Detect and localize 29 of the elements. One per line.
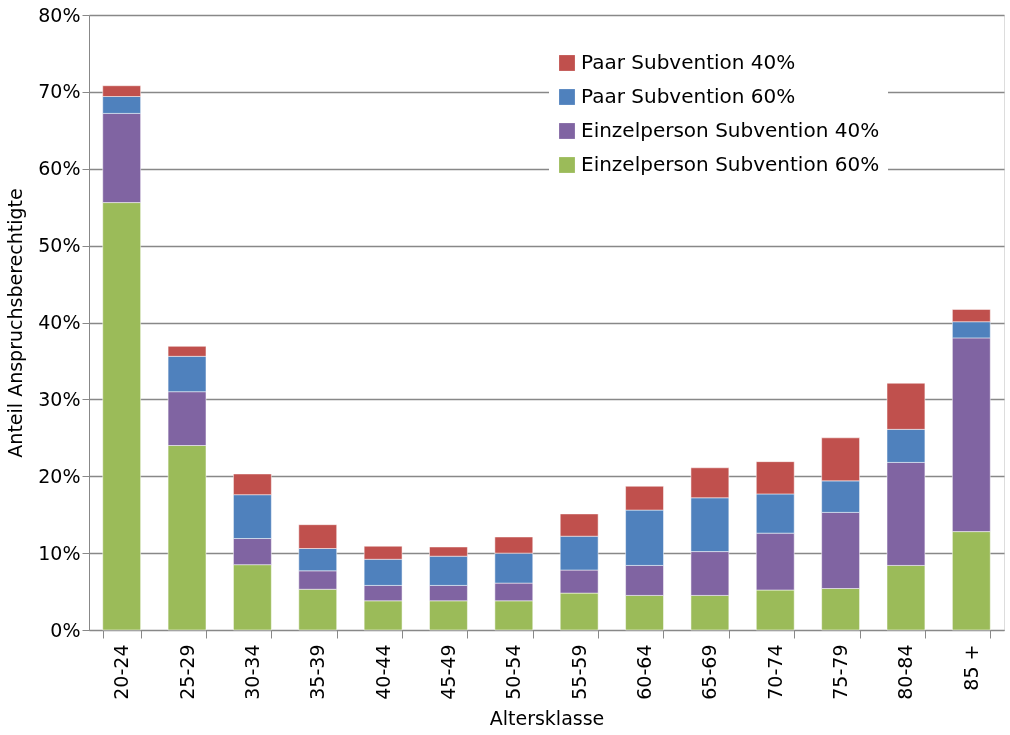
x-tick-label: 55-59 <box>567 644 590 700</box>
x-tick-label: 80-84 <box>894 644 917 700</box>
x-tick-label: 50-54 <box>502 644 525 700</box>
legend-label: Einzelperson Subvention 40% <box>581 118 880 142</box>
x-tick-label: 75-79 <box>829 644 852 700</box>
y-tick-label: 30% <box>38 387 81 410</box>
y-tick-label: 10% <box>38 541 81 564</box>
y-tick-label: 20% <box>38 464 81 487</box>
x-tick-label: 35-39 <box>306 644 329 700</box>
y-tick-label: 80% <box>38 3 81 26</box>
x-tick-label: 30-34 <box>240 644 263 700</box>
legend-label: Einzelperson Subvention 60% <box>581 152 880 176</box>
legend-label: Paar Subvention 40% <box>581 50 796 74</box>
y-tick-label: 70% <box>38 80 81 103</box>
y-tick-label: 50% <box>38 234 81 257</box>
legend-label: Paar Subvention 60% <box>581 84 796 108</box>
y-tick-label: 0% <box>50 618 81 641</box>
x-tick-label: 65-69 <box>698 644 721 700</box>
y-axis-title: Anteil Anspruchsberechtigte <box>4 188 27 458</box>
x-tick-label: 60-64 <box>633 644 656 700</box>
x-axis-title: Altersklasse <box>489 706 605 729</box>
x-tick-label: 70-74 <box>763 644 786 700</box>
x-tick-label: 20-24 <box>110 644 133 700</box>
x-tick-label: 25-29 <box>175 644 198 700</box>
y-tick-label: 60% <box>38 157 81 180</box>
x-tick-label: 40-44 <box>371 644 394 700</box>
y-tick-label: 40% <box>38 311 81 333</box>
x-tick-label: 45-49 <box>436 644 459 700</box>
x-tick-label: 85 + <box>959 644 982 691</box>
